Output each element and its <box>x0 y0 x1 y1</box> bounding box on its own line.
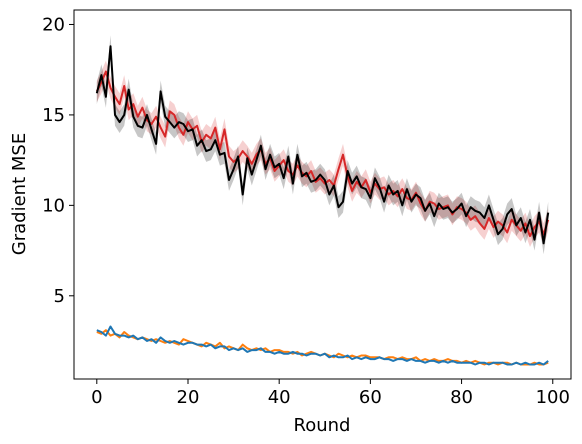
series-0-line <box>95 70 550 238</box>
x-tick-label: 20 <box>177 387 200 408</box>
x-tick-label: 0 <box>91 387 102 408</box>
series-1-line <box>95 45 550 245</box>
plot-frame <box>73 9 572 380</box>
x-tick-label: 40 <box>268 387 291 408</box>
y-tick-label: 5 <box>54 286 65 307</box>
confidence-bands <box>96 35 549 255</box>
series-3-line <box>96 325 549 366</box>
y-tick-label: 15 <box>42 105 65 126</box>
x-tick-label: 100 <box>536 387 570 408</box>
x-tick-label: 80 <box>450 387 473 408</box>
x-axis-label: Round <box>294 415 351 436</box>
y-axis-ticks: 5 10 15 20 <box>42 14 74 307</box>
series-1-band <box>96 35 549 255</box>
x-axis-ticks: 0 20 40 60 80 100 <box>91 379 570 408</box>
y-axis-label: Gradient MSE <box>9 133 30 255</box>
series-lines <box>95 45 550 366</box>
x-tick-label: 60 <box>359 387 382 408</box>
series-0-band <box>96 60 549 247</box>
y-tick-label: 10 <box>42 195 65 216</box>
y-tick-label: 20 <box>42 14 65 35</box>
